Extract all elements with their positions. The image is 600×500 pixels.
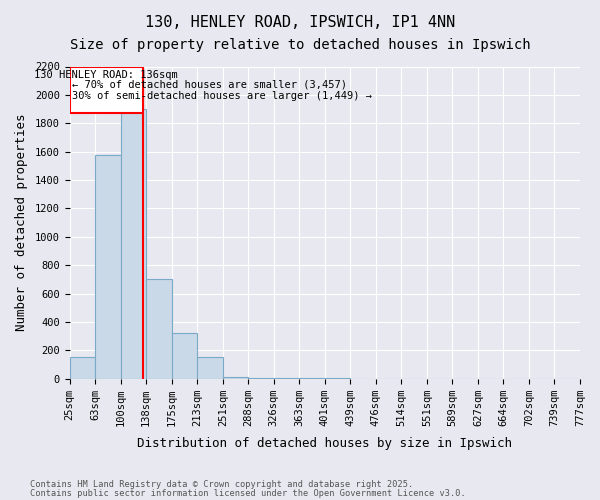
Text: 130 HENLEY ROAD: 136sqm: 130 HENLEY ROAD: 136sqm	[34, 70, 178, 80]
Text: Size of property relative to detached houses in Ipswich: Size of property relative to detached ho…	[70, 38, 530, 52]
Text: Contains HM Land Registry data © Crown copyright and database right 2025.: Contains HM Land Registry data © Crown c…	[30, 480, 413, 489]
X-axis label: Distribution of detached houses by size in Ipswich: Distribution of detached houses by size …	[137, 437, 512, 450]
Text: Contains public sector information licensed under the Open Government Licence v3: Contains public sector information licen…	[30, 489, 466, 498]
Bar	[146, 280, 172, 378]
Bar	[172, 332, 197, 378]
Bar	[197, 358, 223, 378]
FancyBboxPatch shape	[70, 66, 143, 114]
Y-axis label: Number of detached properties: Number of detached properties	[15, 114, 28, 332]
Text: 30% of semi-detached houses are larger (1,449) →: 30% of semi-detached houses are larger (…	[72, 92, 372, 102]
Bar	[223, 377, 248, 378]
Bar	[70, 358, 95, 378]
Bar	[95, 155, 121, 378]
Text: ← 70% of detached houses are smaller (3,457): ← 70% of detached houses are smaller (3,…	[72, 80, 347, 90]
Bar	[121, 109, 146, 378]
Text: 130, HENLEY ROAD, IPSWICH, IP1 4NN: 130, HENLEY ROAD, IPSWICH, IP1 4NN	[145, 15, 455, 30]
